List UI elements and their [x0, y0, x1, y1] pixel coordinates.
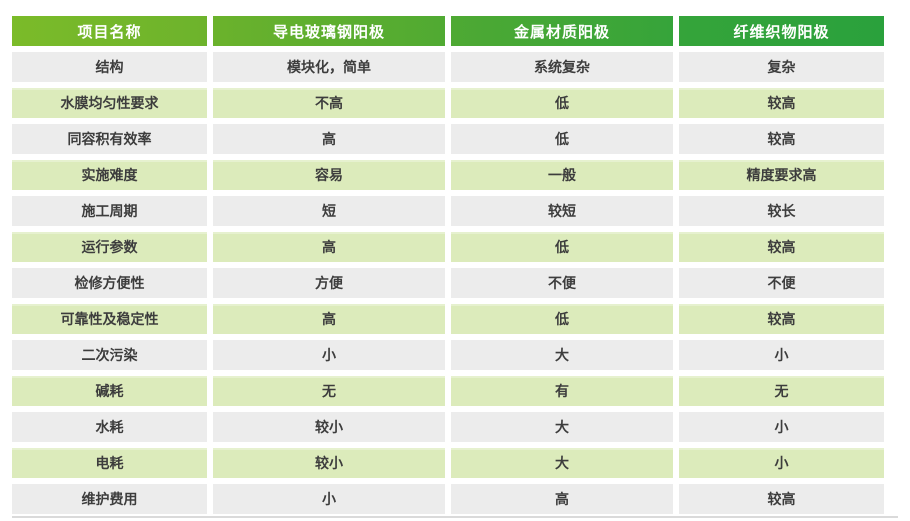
- table-row: 维护费用小高较高: [12, 484, 884, 514]
- value-cell: 小: [213, 340, 445, 370]
- table-row: 运行参数高低较高: [12, 232, 884, 262]
- table-row: 水膜均匀性要求 不高低较高: [12, 88, 884, 118]
- table-row: 检修方便性 方便 不便 不便: [12, 268, 884, 298]
- header-row: 项目名称 导电玻璃钢阳极 金属材质阳极 纤维织物阳极: [12, 16, 884, 46]
- value-cell: 有: [451, 376, 673, 406]
- value-cell: 系统复杂: [451, 52, 673, 82]
- value-cell: 不便: [679, 268, 884, 298]
- value-cell: 方便: [213, 268, 445, 298]
- table-row: 同容积有效率高低较高: [12, 124, 884, 154]
- value-cell: 不便: [451, 268, 673, 298]
- value-cell: 较小: [213, 448, 445, 478]
- row-label-cell: 水耗: [12, 412, 207, 442]
- row-label-cell: 检修方便性: [12, 268, 207, 298]
- table-row: 施工周期短较短 较长: [12, 196, 884, 226]
- anode-comparison-table: 项目名称 导电玻璃钢阳极 金属材质阳极 纤维织物阳极 结构 模块化，简单 系统复杂复…: [6, 10, 890, 520]
- row-label-cell: 二次污染: [12, 340, 207, 370]
- value-cell: 较小: [213, 412, 445, 442]
- value-cell: 较高: [679, 484, 884, 514]
- value-cell: 较短: [451, 196, 673, 226]
- table-row: 二次污染小大小: [12, 340, 884, 370]
- value-cell: 小: [679, 412, 884, 442]
- value-cell: 不高: [213, 88, 445, 118]
- table-row: 碱耗无有无: [12, 376, 884, 406]
- value-cell: 低: [451, 304, 673, 334]
- row-label-cell: 运行参数: [12, 232, 207, 262]
- value-cell: 无: [679, 376, 884, 406]
- row-label-cell: 维护费用: [12, 484, 207, 514]
- value-cell: 高: [213, 124, 445, 154]
- row-label-cell: 电耗: [12, 448, 207, 478]
- value-cell: 容易: [213, 160, 445, 190]
- value-cell: 短: [213, 196, 445, 226]
- bottom-divider: [12, 516, 898, 518]
- value-cell: 高: [213, 232, 445, 262]
- value-cell: 模块化，简单: [213, 52, 445, 82]
- value-cell: 低: [451, 124, 673, 154]
- value-cell: 较高: [679, 232, 884, 262]
- value-cell: 精度要求高: [679, 160, 884, 190]
- value-cell: 小: [679, 340, 884, 370]
- row-label-cell: 可靠性及稳定性: [12, 304, 207, 334]
- row-label-cell: 水膜均匀性要求: [12, 88, 207, 118]
- row-label-cell: 碱耗: [12, 376, 207, 406]
- column-header-fiber-fabric-anode: 纤维织物阳极: [679, 16, 884, 46]
- table-row: 水耗 较小大小: [12, 412, 884, 442]
- value-cell: 复杂: [679, 52, 884, 82]
- row-label-cell: 实施难度: [12, 160, 207, 190]
- value-cell: 大: [451, 412, 673, 442]
- value-cell: 一般: [451, 160, 673, 190]
- row-label-cell: 施工周期: [12, 196, 207, 226]
- table-row: 可靠性及稳定性高低较高: [12, 304, 884, 334]
- column-header-project-name: 项目名称: [12, 16, 207, 46]
- value-cell: 无: [213, 376, 445, 406]
- value-cell: 低: [451, 88, 673, 118]
- value-cell: 高: [213, 304, 445, 334]
- value-cell: 大: [451, 448, 673, 478]
- value-cell: 小: [213, 484, 445, 514]
- value-cell: 小: [679, 448, 884, 478]
- value-cell: 较高: [679, 88, 884, 118]
- column-header-metal-anode: 金属材质阳极: [451, 16, 673, 46]
- column-header-conductive-frp-anode: 导电玻璃钢阳极: [213, 16, 445, 46]
- table-row: 结构 模块化，简单 系统复杂 复杂: [12, 52, 884, 82]
- table-row: 实施难度 容易 一般 精度要求高: [12, 160, 884, 190]
- row-label-cell: 结构: [12, 52, 207, 82]
- value-cell: 较高: [679, 124, 884, 154]
- value-cell: 较长: [679, 196, 884, 226]
- value-cell: 较高: [679, 304, 884, 334]
- value-cell: 高: [451, 484, 673, 514]
- value-cell: 低: [451, 232, 673, 262]
- row-label-cell: 同容积有效率: [12, 124, 207, 154]
- table-body: 结构 模块化，简单 系统复杂 复杂 水膜均匀性要求 不高低较高 同容积有效率高低较高 实施难度…: [12, 52, 884, 514]
- value-cell: 大: [451, 340, 673, 370]
- table-row: 电耗 较小大小: [12, 448, 884, 478]
